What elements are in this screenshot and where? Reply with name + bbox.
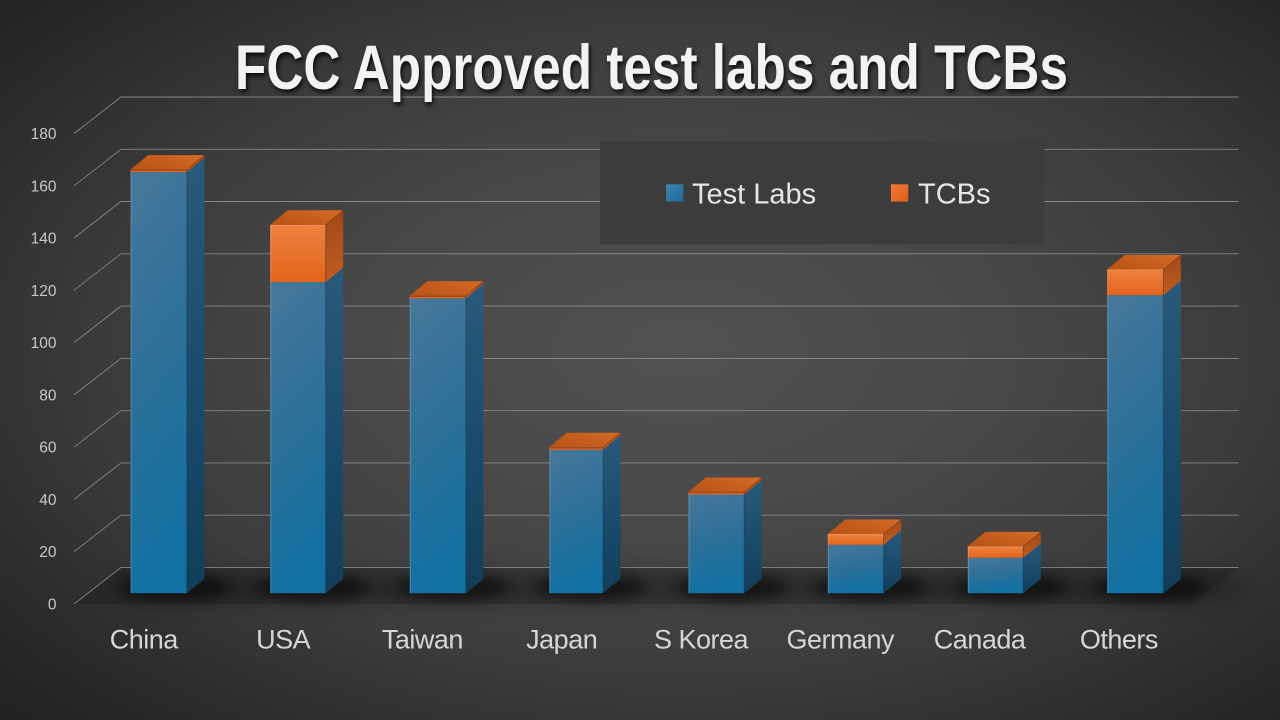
svg-text:TCBs: TCBs (918, 178, 991, 210)
svg-text:40: 40 (39, 492, 57, 509)
svg-text:Others: Others (1080, 625, 1158, 655)
svg-text:160: 160 (31, 178, 57, 195)
svg-text:Japan: Japan (526, 625, 597, 655)
svg-text:20: 20 (39, 544, 57, 561)
svg-text:60: 60 (39, 440, 57, 457)
svg-text:Taiwan: Taiwan (382, 625, 463, 655)
svg-text:China: China (110, 625, 180, 655)
svg-text:Germany: Germany (787, 625, 896, 655)
svg-text:S Korea: S Korea (654, 625, 750, 655)
svg-text:0: 0 (48, 597, 57, 614)
svg-text:Canada: Canada (934, 625, 1027, 655)
svg-text:USA: USA (256, 625, 311, 655)
svg-text:80: 80 (39, 387, 57, 404)
svg-text:140: 140 (31, 231, 57, 248)
svg-text:Test Labs: Test Labs (692, 178, 816, 210)
svg-text:120: 120 (31, 283, 57, 300)
svg-text:180: 180 (31, 126, 57, 143)
svg-text:FCC Approved test labs and TCB: FCC Approved test labs and TCBs (235, 33, 1068, 103)
svg-text:100: 100 (31, 335, 57, 352)
